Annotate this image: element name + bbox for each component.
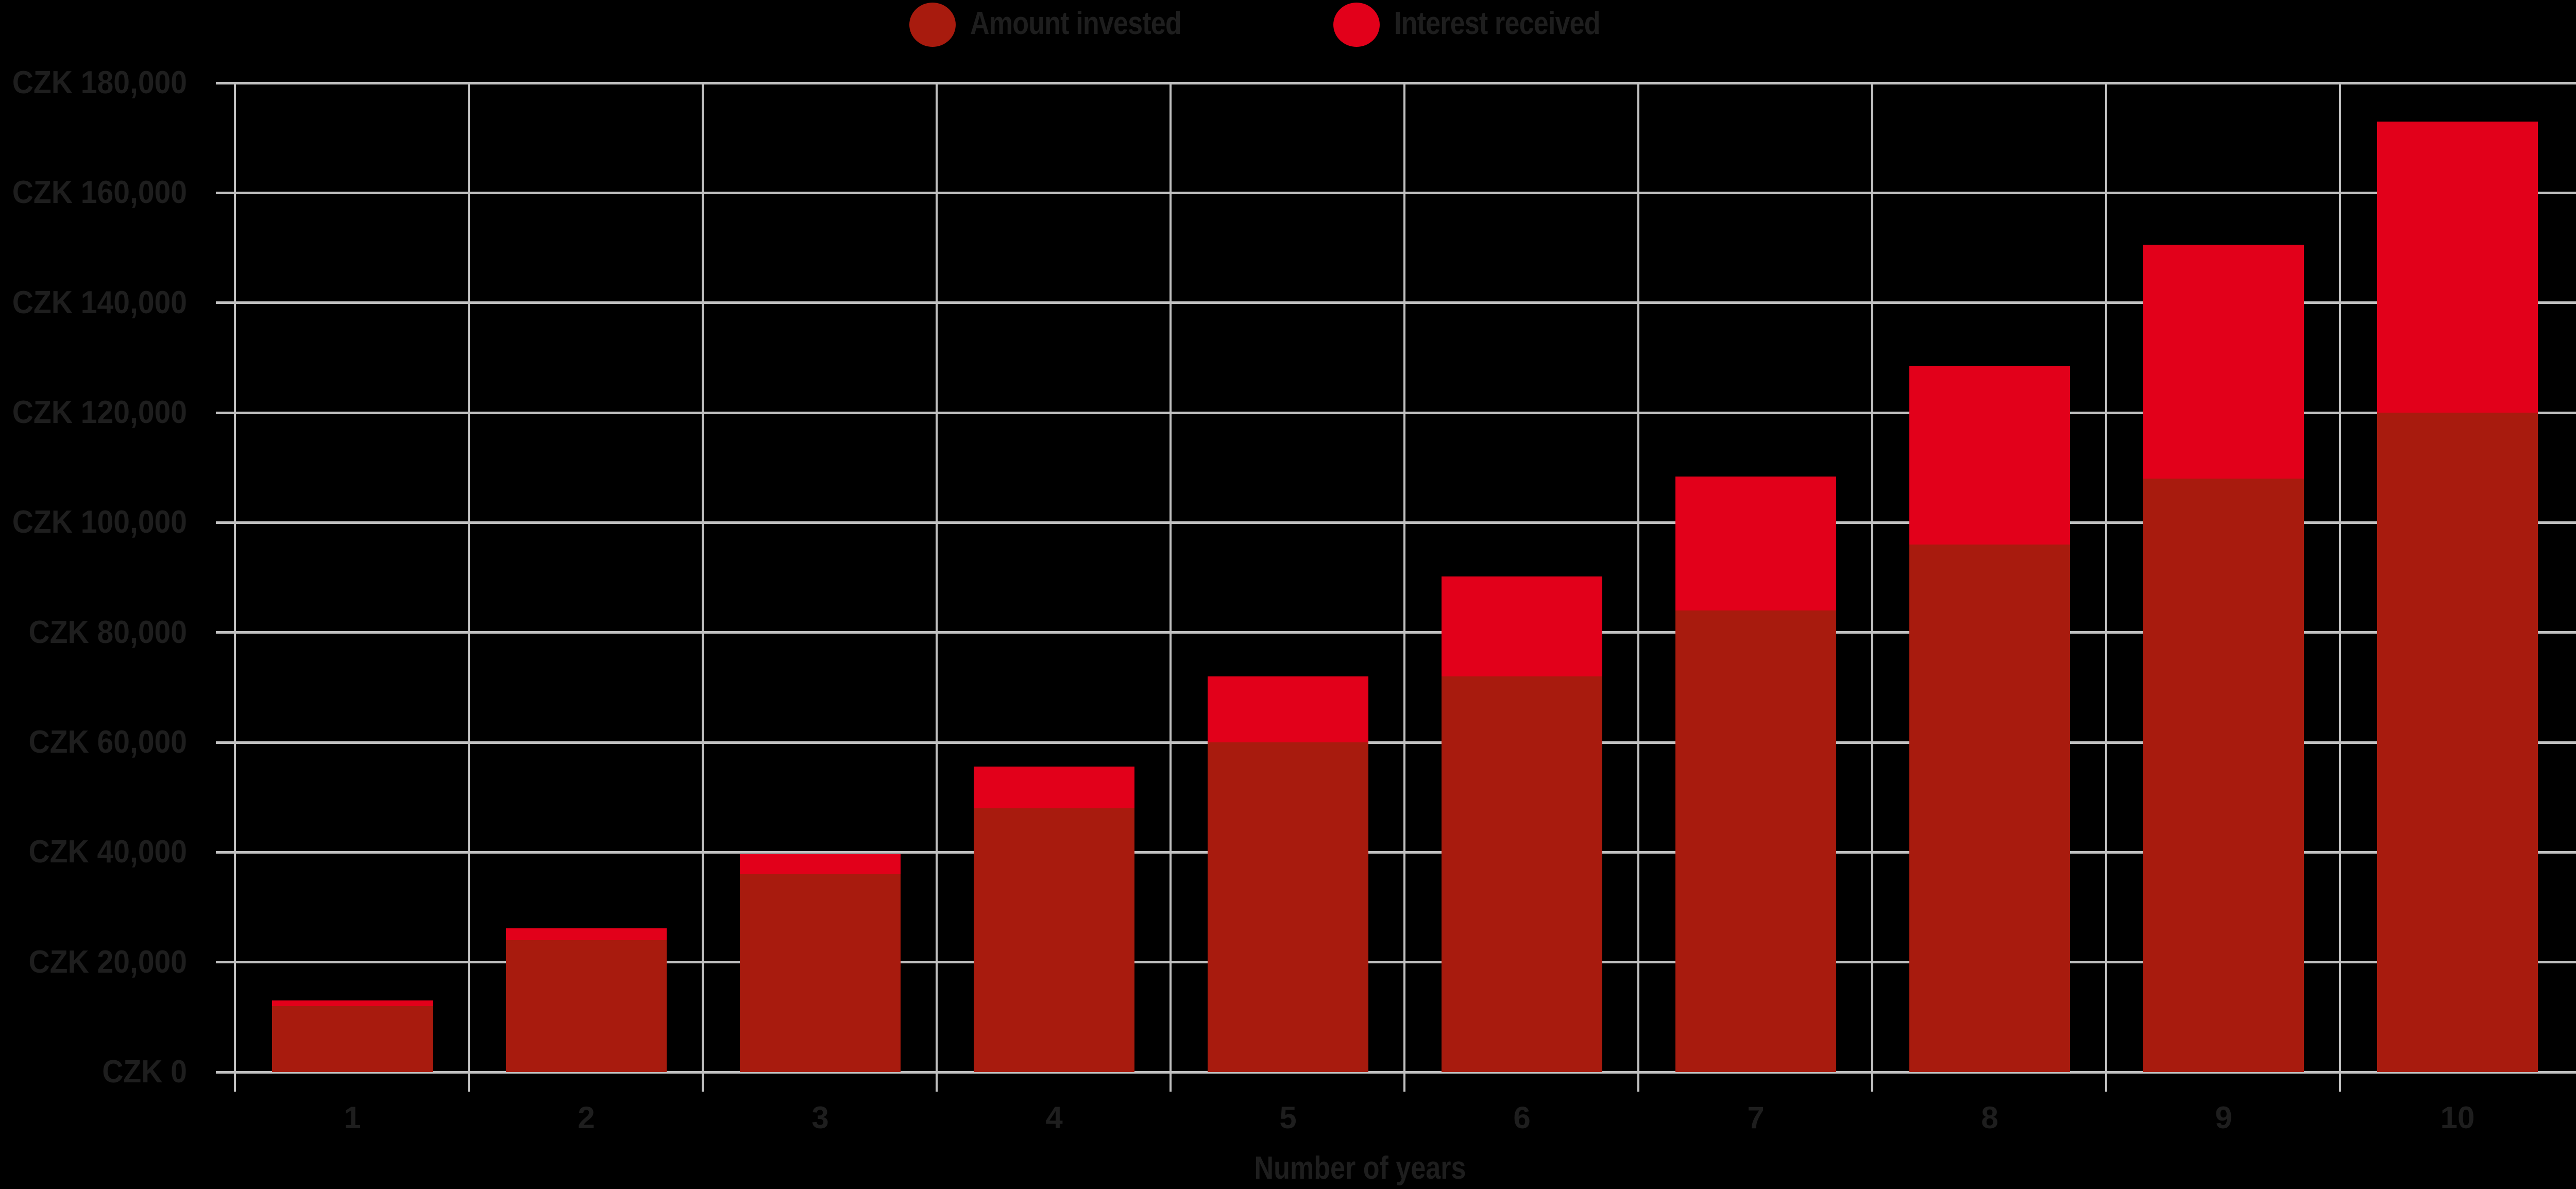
y-tick-label: CZK 120,000 (12, 395, 187, 430)
y-tick-label: CZK 100,000 (12, 504, 187, 540)
gridline-vertical (1170, 83, 1172, 1092)
y-tick-label: CZK 80,000 (28, 614, 188, 650)
x-axis-title: Number of years (1254, 1150, 1466, 1186)
x-tick-label: 2 (578, 1100, 595, 1135)
gridline-vertical (2339, 83, 2341, 1092)
bar-segment-interest-received (272, 1000, 433, 1006)
bar-segment-amount-invested (740, 874, 901, 1072)
y-tick-label: CZK 0 (102, 1054, 187, 1090)
bar-segment-amount-invested (1208, 742, 1368, 1072)
gridline-vertical (1637, 83, 1639, 1092)
bar-segment-interest-received (974, 766, 1134, 808)
gridline-vertical (2105, 83, 2107, 1092)
y-tick-label: CZK 160,000 (12, 175, 187, 211)
gridline-horizontal (216, 741, 2576, 744)
bar-segment-amount-invested (1442, 676, 1602, 1072)
bar-segment-amount-invested (272, 1006, 433, 1072)
legend-label: Amount invested (970, 6, 1182, 41)
gridline-horizontal (216, 191, 2576, 194)
y-tick-label: CZK 20,000 (28, 944, 188, 980)
gridline-vertical (468, 83, 470, 1092)
legend-item-interest-received: Interest received (1333, 0, 1653, 49)
x-tick-label: 8 (1981, 1100, 1998, 1135)
bar-segment-amount-invested (2143, 479, 2304, 1072)
gridline-vertical (936, 83, 938, 1092)
gridline-horizontal (216, 521, 2576, 524)
gridline-horizontal (216, 81, 2576, 84)
bar-segment-interest-received (506, 928, 667, 940)
x-tick-label: 1 (344, 1100, 361, 1135)
circle-swatch-icon (909, 3, 956, 47)
gridline-horizontal (216, 961, 2576, 964)
legend-label: Interest received (1394, 6, 1601, 41)
circle-swatch-icon (1333, 3, 1380, 47)
x-tick-label: 5 (1279, 1100, 1297, 1135)
x-tick-label: 3 (811, 1100, 829, 1135)
bar-segment-amount-invested (2377, 413, 2538, 1072)
x-tick-label: 6 (1513, 1100, 1531, 1135)
y-tick-label: CZK 60,000 (28, 724, 188, 760)
bar-segment-interest-received (1442, 576, 1602, 676)
gridline-vertical (702, 83, 704, 1092)
y-tick-label: CZK 40,000 (28, 834, 188, 870)
x-tick-label: 9 (2215, 1100, 2232, 1135)
bar-segment-interest-received (740, 854, 901, 874)
bar-segment-interest-received (1909, 366, 2070, 545)
gridline-horizontal (216, 1071, 2576, 1074)
x-tick-label: 7 (1747, 1100, 1765, 1135)
gridline-horizontal (216, 411, 2576, 414)
x-tick-label: 10 (2440, 1100, 2475, 1135)
bar-segment-interest-received (2143, 244, 2304, 479)
bar-segment-amount-invested (1675, 610, 1836, 1072)
gridline-horizontal (216, 851, 2576, 854)
gridline-horizontal (216, 301, 2576, 304)
gridline-vertical (1871, 83, 1873, 1092)
gridline-vertical (1403, 83, 1405, 1092)
bar-segment-interest-received (1675, 476, 1836, 610)
bar-segment-amount-invested (974, 808, 1134, 1072)
bar-segment-interest-received (2377, 121, 2538, 413)
bar-segment-amount-invested (1909, 545, 2070, 1072)
legend-item-amount-invested: Amount invested (909, 0, 1218, 49)
gridline-vertical (234, 83, 236, 1092)
y-tick-label: CZK 140,000 (12, 284, 187, 320)
gridline-horizontal (216, 631, 2576, 634)
y-tick-label: CZK 180,000 (12, 65, 187, 100)
bar-segment-amount-invested (506, 940, 667, 1072)
bar-segment-interest-received (1208, 676, 1368, 742)
x-tick-label: 4 (1045, 1100, 1063, 1135)
